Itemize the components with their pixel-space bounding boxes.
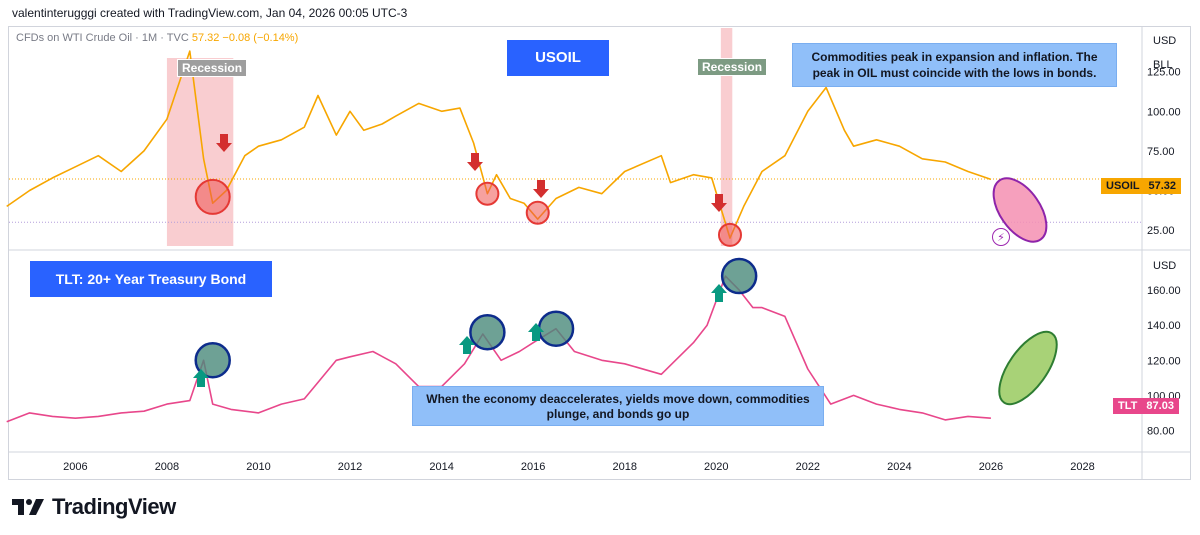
- top-axis-unit: USD: [1153, 35, 1177, 47]
- bottom-note-box: When the economy deaccelerates, yields m…: [412, 386, 824, 426]
- oil-projection-ellipse: [992, 177, 1048, 243]
- bond-high-marker-3: [720, 257, 758, 295]
- tradingview-wordmark: TradingView: [52, 494, 176, 519]
- oil-low-marker-0: [194, 178, 231, 215]
- x-tick-2028: 2028: [1070, 461, 1094, 473]
- x-tick-2018: 2018: [612, 461, 636, 473]
- lightning-icon[interactable]: ⚡: [992, 228, 1010, 246]
- usoil-title-box: USOIL: [507, 40, 609, 76]
- usoil-y-tick-2: 75.00: [1147, 146, 1175, 158]
- bottom-axis-unit: USD: [1153, 260, 1177, 272]
- up-arrow-icon-2016: [528, 323, 544, 341]
- usoil-tag-value: 57.32: [1148, 180, 1177, 192]
- usoil-tag-label: USOIL: [1106, 180, 1140, 192]
- recession-band-2008: [166, 58, 234, 246]
- tlt-y-tick-2: 120.00: [1147, 355, 1181, 367]
- usoil-price-tag: USOIL 57.32: [1101, 178, 1182, 194]
- x-tick-2006: 2006: [63, 461, 87, 473]
- top-axis-sub: BLL: [1153, 59, 1173, 71]
- x-tick-2022: 2022: [796, 461, 820, 473]
- top-note-box: Commodities peak in expansion and inflat…: [792, 43, 1117, 87]
- tlt-y-tick-4: 160.00: [1147, 285, 1181, 297]
- usoil-y-tick-4: 125.00: [1147, 67, 1181, 79]
- tlt-tag-value: 87.03: [1146, 400, 1174, 412]
- bond-high-marker-2: [537, 310, 575, 347]
- recession-label-2020: Recession: [697, 58, 768, 76]
- chart-attribution: valentinterugggi created with TradingVie…: [12, 6, 408, 20]
- bond-high-marker-0: [194, 342, 231, 379]
- tlt-y-tick-3: 140.00: [1147, 320, 1181, 332]
- tradingview-logo[interactable]: TradingView: [12, 494, 176, 520]
- down-arrow-icon-2020: [711, 194, 727, 212]
- legend-symbol: CFDs on WTI Crude Oil · 1M · TVC: [16, 32, 189, 44]
- x-tick-2008: 2008: [155, 461, 179, 473]
- legend-last: 57.32: [191, 32, 220, 44]
- oil-low-marker-3: [718, 222, 742, 247]
- tradingview-logo-icon: [12, 499, 44, 515]
- tlt-series-line: [6, 275, 991, 423]
- up-arrow-icon-2020: [711, 284, 727, 302]
- recession-band-2020: [720, 28, 733, 246]
- x-tick-2024: 2024: [887, 461, 911, 473]
- oil-low-marker-1: [475, 181, 500, 206]
- bond-projection-ellipse: [998, 330, 1058, 406]
- recession-label-2008: Recession: [177, 59, 248, 77]
- oil-low-marker-2: [525, 200, 550, 225]
- down-arrow-icon-2016: [533, 180, 549, 198]
- chart-frame: [8, 26, 1191, 480]
- usoil-y-tick-3: 100.00: [1147, 106, 1181, 118]
- tlt-tag-label: TLT: [1118, 400, 1138, 412]
- up-arrow-icon-2008: [193, 369, 209, 387]
- legend-change: −0.08 (−0.14%): [222, 32, 299, 44]
- tlt-price-tag: TLT 87.03: [1113, 398, 1179, 414]
- x-tick-2014: 2014: [429, 461, 453, 473]
- down-arrow-icon-2008: [216, 134, 232, 152]
- x-tick-2010: 2010: [246, 461, 270, 473]
- down-arrow-icon-2014: [467, 153, 483, 171]
- x-tick-2012: 2012: [338, 461, 362, 473]
- x-tick-2026: 2026: [979, 461, 1003, 473]
- usoil-y-tick-0: 25.00: [1147, 225, 1175, 237]
- tlt-title-box: TLT: 20+ Year Treasury Bond: [30, 261, 272, 297]
- bond-high-marker-1: [469, 313, 506, 351]
- tlt-y-tick-0: 80.00: [1147, 425, 1175, 437]
- up-arrow-icon-2014: [459, 336, 475, 354]
- x-tick-2020: 2020: [704, 461, 728, 473]
- series-legend: CFDs on WTI Crude Oil · 1M · TVC 57.32 −…: [16, 32, 298, 44]
- x-tick-2016: 2016: [521, 461, 545, 473]
